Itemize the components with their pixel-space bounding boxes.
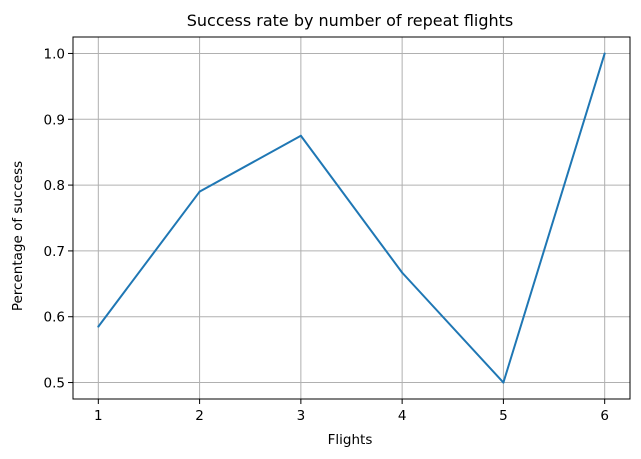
data-point	[299, 134, 302, 137]
y-tick-label: 0.5	[44, 376, 65, 392]
data-point	[502, 381, 505, 384]
plot-frame	[72, 36, 631, 400]
data-point	[198, 190, 201, 193]
series-line	[97, 53, 606, 384]
y-tick-label: 0.8	[44, 178, 65, 194]
x-tick-label: 6	[600, 408, 609, 424]
y-tick-label: 0.7	[44, 244, 65, 260]
series-layer	[97, 52, 606, 384]
y-tick-label: 0.9	[44, 112, 65, 128]
ticks: 1 2 3 4 5 6 0.5 0.6 0.7 0.8 0.9 1.0	[44, 46, 609, 424]
y-axis-label: Percentage of success	[10, 161, 26, 311]
x-tick-label: 3	[297, 408, 306, 424]
x-axis-label: Flights	[328, 432, 373, 448]
x-tick-label: 1	[94, 408, 103, 424]
y-tick-label: 1.0	[44, 46, 65, 62]
x-tick-label: 4	[398, 408, 407, 424]
data-point	[603, 52, 606, 55]
y-tick-label: 0.6	[44, 310, 65, 326]
data-point	[401, 271, 404, 274]
x-tick-label: 5	[499, 408, 508, 424]
chart-title: Success rate by number of repeat flights	[187, 11, 514, 30]
x-tick-label: 2	[195, 408, 204, 424]
grid	[73, 37, 630, 399]
data-point	[97, 325, 100, 328]
